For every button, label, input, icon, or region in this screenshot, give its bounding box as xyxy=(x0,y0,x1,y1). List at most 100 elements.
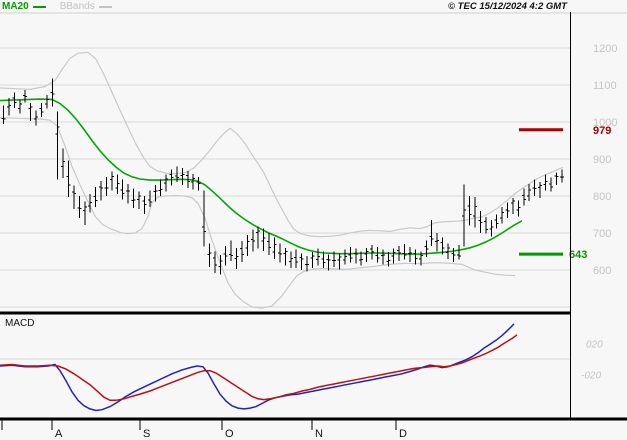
ohlc-bar xyxy=(337,253,342,270)
ma20-legend-label: MA20 xyxy=(2,1,29,12)
ohlc-bar xyxy=(321,251,326,268)
month-label: O xyxy=(225,428,234,440)
price-axis-label: 900 xyxy=(593,154,611,166)
copyright-text: © TEC 15/12/2024 4:2 GMT xyxy=(448,1,567,12)
ohlc-bar xyxy=(131,188,136,208)
bbands-legend-label: BBands xyxy=(59,1,95,12)
macd-panel-label: MACD xyxy=(5,318,35,329)
ohlc-bar xyxy=(413,249,418,265)
ohlc-bar xyxy=(72,185,76,209)
ohlc-bar xyxy=(55,111,60,180)
ohlc-bar xyxy=(380,249,385,265)
ohlc-bar xyxy=(34,110,38,126)
ohlc-bar xyxy=(234,247,239,269)
ohlc-bar xyxy=(50,78,55,107)
ohlc-bar xyxy=(500,207,505,224)
ohlc-bar xyxy=(440,237,445,255)
ohlc-bar xyxy=(229,240,234,261)
ohlc-bar xyxy=(218,255,223,275)
ohlc-bar xyxy=(23,89,28,103)
ohlc-bar xyxy=(115,174,120,194)
price-axis-label: 1100 xyxy=(593,80,617,92)
ohlc-bar xyxy=(435,233,440,252)
ohlc-bar xyxy=(164,174,169,192)
ohlc-bar xyxy=(370,244,375,260)
ohlc-bar xyxy=(418,251,423,266)
ohlc-bar xyxy=(538,181,543,198)
ohlc-bar xyxy=(375,247,380,263)
ohlc-bar xyxy=(207,243,212,267)
ohlc-bar xyxy=(82,201,87,225)
price-axis-label: 1200 xyxy=(593,43,617,55)
ohlc-bar xyxy=(554,172,559,185)
ohlc-bar xyxy=(153,184,158,202)
ohlc-bar xyxy=(142,196,147,214)
price-axis-labels: 1200 1100 1000 900 800 700 600 xyxy=(593,43,617,277)
ohlc-bar xyxy=(256,226,261,249)
ohlc-bar xyxy=(299,253,304,270)
ohlc-bar xyxy=(99,181,104,201)
ohlc-bar xyxy=(429,220,434,246)
ohlc-bar xyxy=(348,247,353,263)
ohlc-bar xyxy=(283,247,288,266)
ohlc-bar xyxy=(158,179,163,196)
ohlc-bar xyxy=(424,240,429,258)
ohlc-bar xyxy=(326,254,331,271)
ohlc-bar xyxy=(532,179,537,196)
ohlc-bar xyxy=(12,92,17,108)
ohlc-bar xyxy=(272,237,277,259)
macd-axis-label: 020 xyxy=(586,339,603,350)
ohlc-bar xyxy=(343,249,347,265)
ohlc-bar xyxy=(489,220,494,237)
ohlc-bar xyxy=(77,196,82,219)
x-axis-line xyxy=(0,417,627,421)
ohlc-bar xyxy=(174,166,179,182)
ohlc-bar xyxy=(548,177,553,192)
ohlc-bar xyxy=(315,248,320,266)
legend: MA20 BBands xyxy=(2,1,118,13)
price-axis-label: 600 xyxy=(593,265,611,277)
ohlc-bar xyxy=(467,196,472,226)
ma20-legend-swatch xyxy=(32,6,46,8)
ohlc-bar xyxy=(359,251,364,266)
ohlc-bar xyxy=(445,243,450,259)
ohlc-bar xyxy=(223,245,228,266)
ohlc-bar xyxy=(261,228,266,251)
ohlc-bar xyxy=(44,95,49,109)
month-label: A xyxy=(55,428,63,440)
macd-axis-labels: 020 -020 xyxy=(581,339,603,381)
ohlc-bar xyxy=(408,247,412,262)
price-axis-label: 700 xyxy=(593,228,611,240)
panel-separator xyxy=(0,311,571,315)
ohlc-bar xyxy=(451,247,456,262)
ohlc-bar xyxy=(180,167,185,185)
ohlc-bar xyxy=(543,174,548,191)
ohlc-bar xyxy=(527,184,532,202)
ma20-line xyxy=(0,98,523,255)
ohlc-bar xyxy=(483,217,488,234)
ohlc-bar xyxy=(332,251,337,267)
ohlc-bar xyxy=(137,191,141,209)
price-axis-label: 800 xyxy=(593,191,611,203)
ohlc-bar xyxy=(559,169,564,183)
ohlc-bar xyxy=(66,160,71,198)
ohlc-bar xyxy=(120,179,125,200)
ohlc-bar xyxy=(1,105,6,124)
ohlc-bar xyxy=(250,229,255,252)
ohlc-bar xyxy=(93,186,98,208)
price-gridlines xyxy=(0,47,571,308)
ohlc-bar xyxy=(169,169,174,186)
bollinger-lower-line xyxy=(0,117,516,309)
price-bars xyxy=(1,78,564,275)
ohlc-bar xyxy=(516,200,521,217)
ohlc-bar xyxy=(494,214,499,229)
ohlc-bar xyxy=(28,103,33,121)
ohlc-bar xyxy=(17,99,22,114)
ohlc-bar xyxy=(191,173,196,190)
month-label: D xyxy=(399,428,407,440)
ohlc-bar xyxy=(462,184,467,247)
ohlc-bar xyxy=(39,103,44,117)
ohlc-bar xyxy=(456,244,461,260)
